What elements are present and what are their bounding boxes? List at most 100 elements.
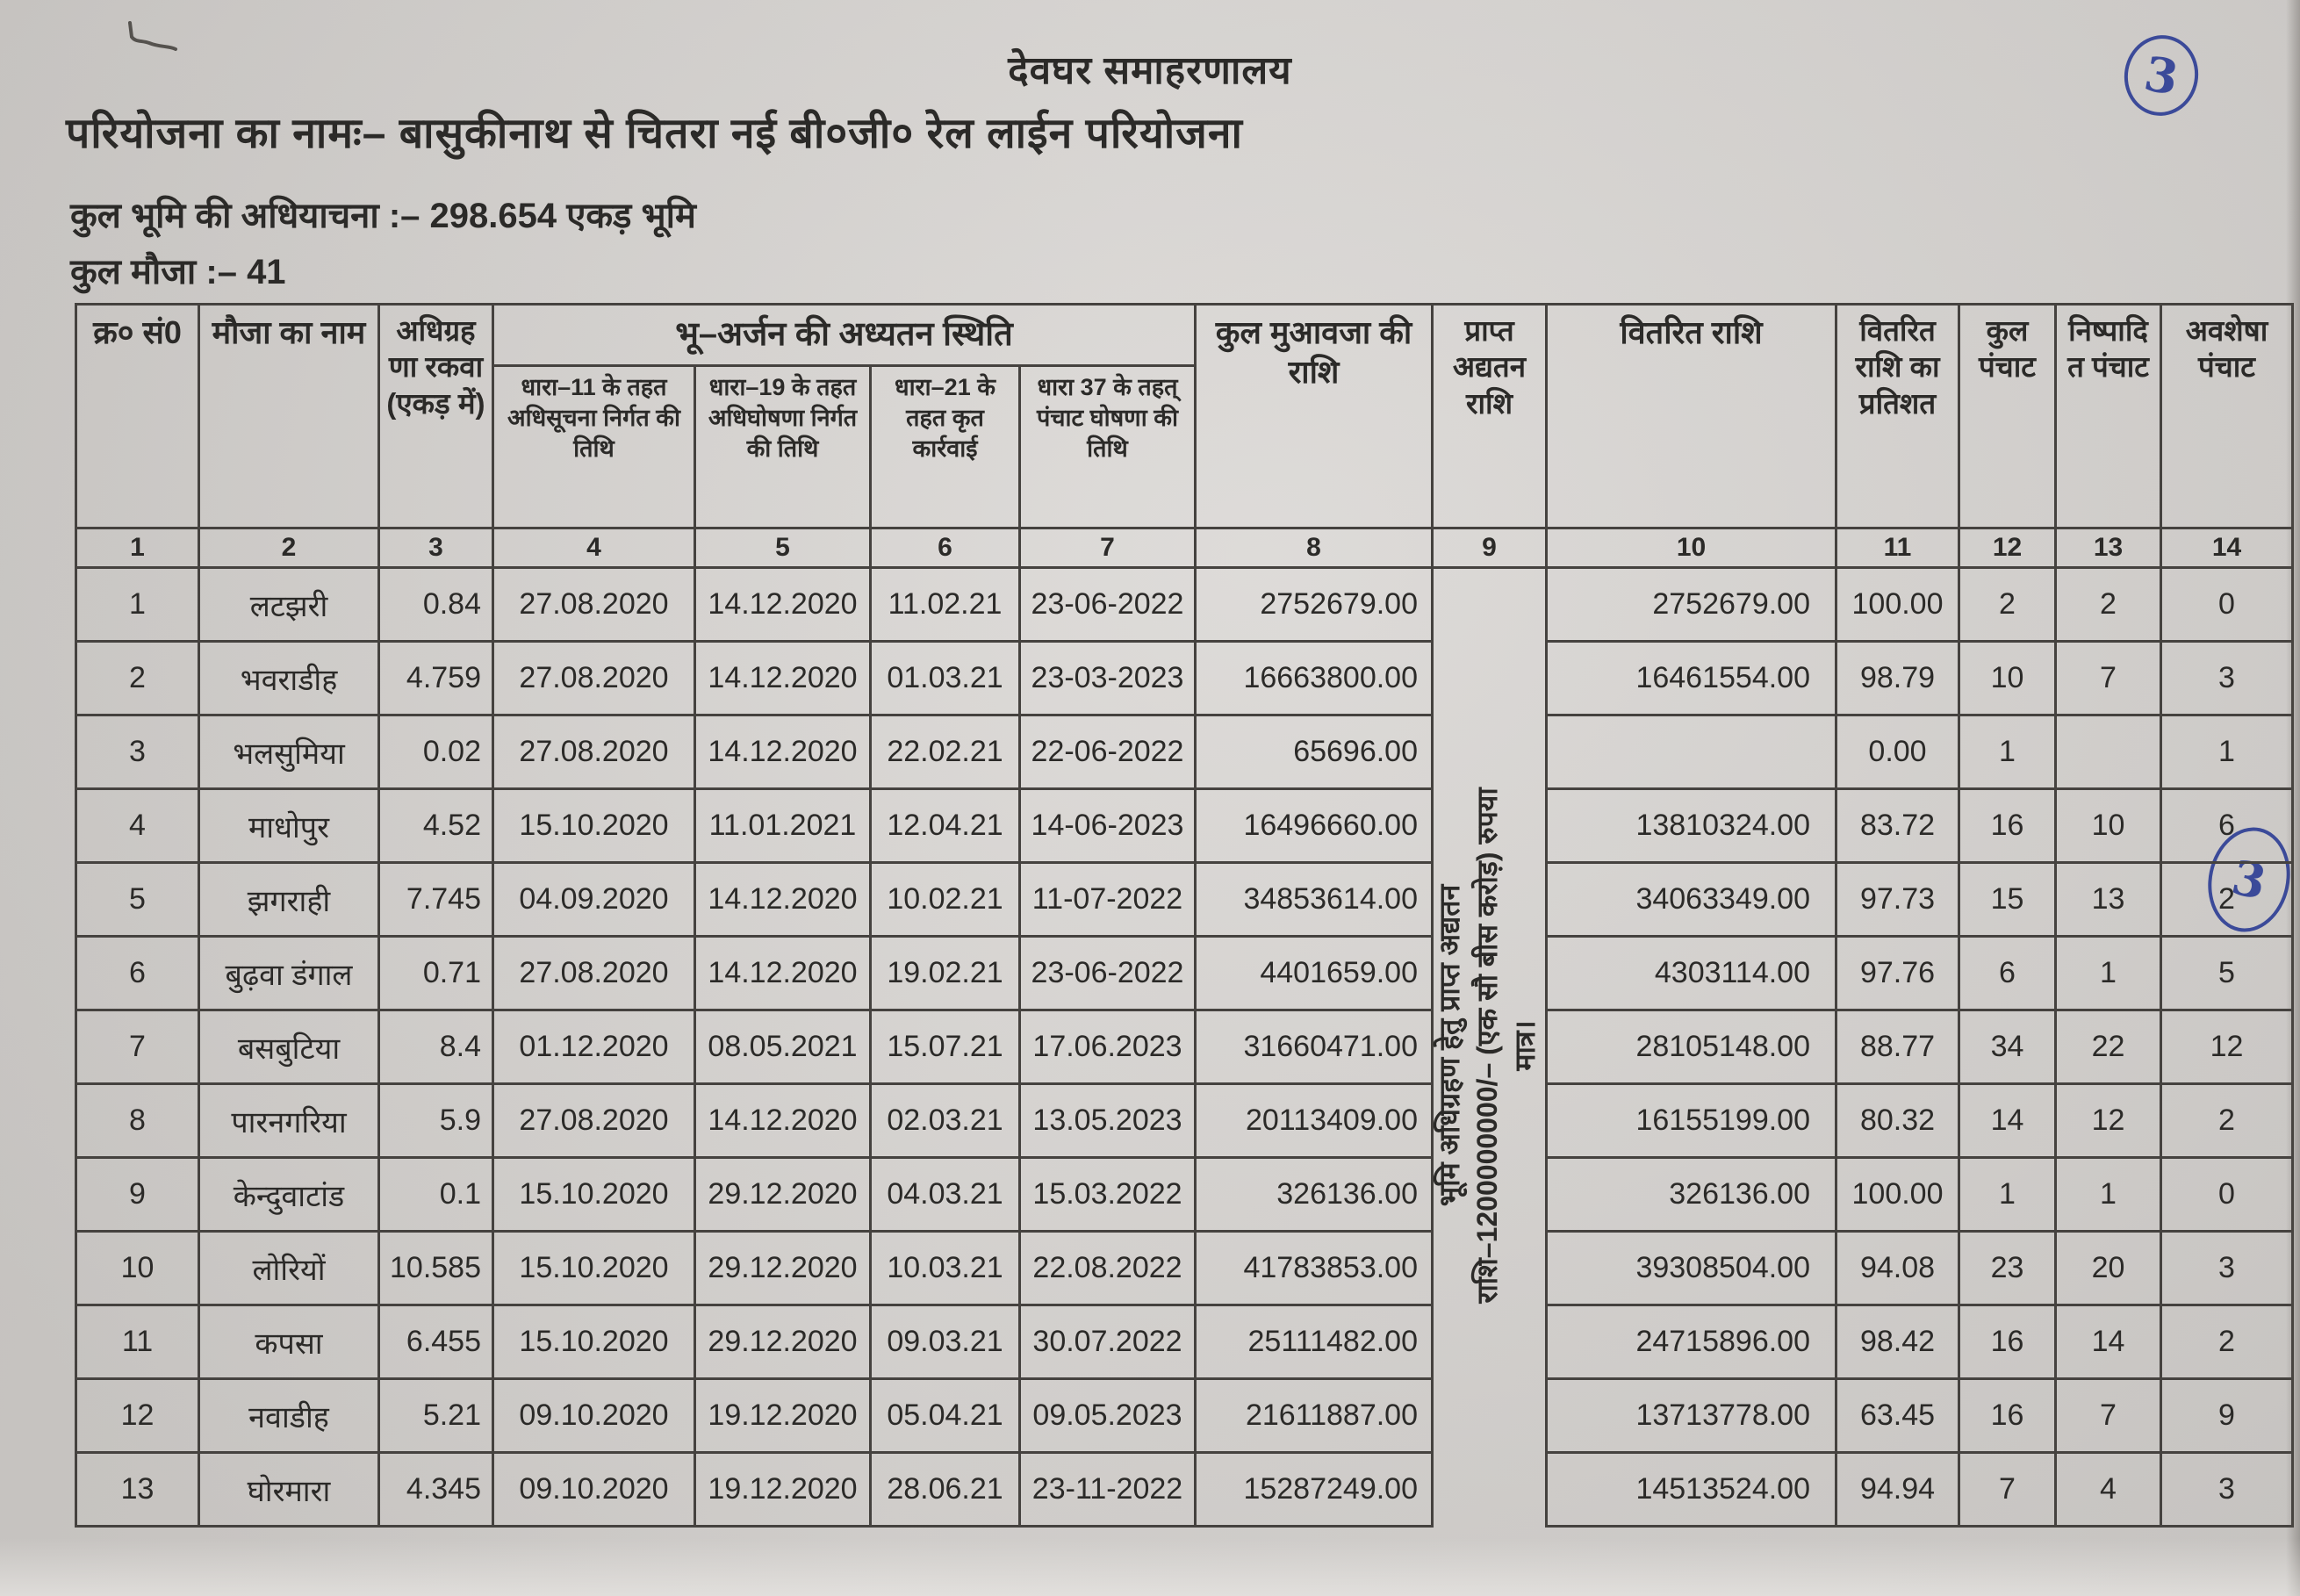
- cell-section11-date: 27.08.2020: [492, 640, 696, 716]
- cell-section11-date: 27.08.2020: [492, 566, 696, 643]
- cell-section21-action: 01.03.21: [869, 640, 1021, 716]
- page-title: देवघर समाहरणालय: [1008, 49, 1292, 92]
- cell-section37-date: 14-06-2023: [1018, 787, 1197, 864]
- table-row: 9 केन्दुवाटांड 0.1 15.10.2020 29.12.2020…: [75, 1156, 2294, 1233]
- table-row: 3 भलसुमिया 0.02 27.08.2020 14.12.2020 22…: [75, 714, 2294, 790]
- cell-section21-action: 22.02.21: [869, 714, 1021, 790]
- cell-mauza-name: पारनगरिया: [198, 1082, 380, 1159]
- table-row: 12 नवाडीह 5.21 09.10.2020 19.12.2020 05.…: [75, 1377, 2294, 1454]
- cell-serial: 4: [75, 787, 200, 864]
- cell-section19-date: 14.12.2020: [694, 566, 872, 643]
- cell-section37-date: 23-06-2022: [1018, 935, 1197, 1011]
- cell-serial: 8: [75, 1082, 200, 1159]
- cell-received-amount: [1431, 1305, 1548, 1379]
- cell-serial: 5: [75, 861, 200, 938]
- cell-distributed-amount: 2752679.00: [1545, 566, 1837, 643]
- cell-remaining-awards: 2: [2160, 861, 2294, 938]
- col-num-6: 6: [869, 527, 1021, 569]
- cell-section21-action: 10.02.21: [869, 861, 1021, 938]
- cell-total-awards: 16: [1958, 787, 2057, 864]
- cell-section21-action: 28.06.21: [869, 1451, 1021, 1528]
- cell-distributed-percent: 97.76: [1835, 935, 1960, 1011]
- cell-distributed-percent: 94.08: [1835, 1230, 1960, 1306]
- cell-received-amount: [1431, 1231, 1548, 1305]
- cell-received-amount: [1431, 1157, 1548, 1232]
- col-num-12: 12: [1958, 527, 2057, 569]
- cell-total-compensation: 21611887.00: [1194, 1377, 1434, 1454]
- cell-serial: 2: [75, 640, 200, 716]
- cell-distributed-percent: 100.00: [1835, 1156, 1960, 1233]
- header-section21: धारा–21 के तहत कृत कार्रवाई: [869, 364, 1021, 529]
- cell-mauza-name: भवराडीह: [198, 640, 380, 716]
- cell-total-compensation: 25111482.00: [1194, 1304, 1434, 1380]
- cell-total-compensation: 20113409.00: [1194, 1082, 1434, 1159]
- cell-section19-date: 14.12.2020: [694, 861, 872, 938]
- cell-section11-date: 09.10.2020: [492, 1451, 696, 1528]
- table-row: 5 झगराही 7.745 04.09.2020 14.12.2020 10.…: [75, 861, 2294, 938]
- cell-area: 5.21: [377, 1377, 494, 1454]
- cell-section21-action: 10.03.21: [869, 1230, 1021, 1306]
- paper-bottom-highlight: [0, 1538, 2300, 1596]
- table-row: 2 भवराडीह 4.759 27.08.2020 14.12.2020 01…: [75, 640, 2294, 716]
- header-executed-award: निष्पादित पंचाट: [2054, 303, 2162, 529]
- cell-distributed-amount: 326136.00: [1545, 1156, 1837, 1233]
- cell-section19-date: 14.12.2020: [694, 1082, 872, 1159]
- cell-area: 4.345: [377, 1451, 494, 1528]
- header-received: प्राप्त अद्यतन राशि: [1431, 303, 1548, 529]
- cell-distributed-amount: 16155199.00: [1545, 1082, 1837, 1159]
- table-row: 1 लटझरी 0.84 27.08.2020 14.12.2020 11.02…: [75, 566, 2294, 643]
- cell-total-compensation: 4401659.00: [1194, 935, 1434, 1011]
- cell-received-amount: [1431, 715, 1548, 789]
- cell-total-compensation: 16496660.00: [1194, 787, 1434, 864]
- cell-area: 0.1: [377, 1156, 494, 1233]
- cell-total-awards: 34: [1958, 1009, 2057, 1085]
- cell-section11-date: 15.10.2020: [492, 1230, 696, 1306]
- cell-remaining-awards: 9: [2160, 1377, 2294, 1454]
- cell-section37-date: 15.03.2022: [1018, 1156, 1197, 1233]
- header-status-group: भू–अर्जन की अध्यतन स्थिति: [492, 303, 1197, 367]
- cell-mauza-name: लटझरी: [198, 566, 380, 643]
- cell-serial: 9: [75, 1156, 200, 1233]
- land-acquisition-table-wrap: क्र० सं0 मौजा का नाम अधिग्रहणा रकवा (एकड…: [75, 303, 2294, 1528]
- cell-total-compensation: 41783853.00: [1194, 1230, 1434, 1306]
- col-num-2: 2: [198, 527, 380, 569]
- cell-total-awards: 6: [1958, 935, 2057, 1011]
- cell-remaining-awards: 2: [2160, 1304, 2294, 1380]
- cell-section37-date: 23-06-2022: [1018, 566, 1197, 643]
- col-num-4: 4: [492, 527, 696, 569]
- cell-received-amount: [1431, 936, 1548, 1010]
- cell-section19-date: 11.01.2021: [694, 787, 872, 864]
- cell-total-compensation: 15287249.00: [1194, 1451, 1434, 1528]
- cell-serial: 13: [75, 1451, 200, 1528]
- cell-distributed-amount: 39308504.00: [1545, 1230, 1837, 1306]
- cell-distributed-percent: 98.79: [1835, 640, 1960, 716]
- col-num-11: 11: [1835, 527, 1960, 569]
- cell-total-compensation: 16663800.00: [1194, 640, 1434, 716]
- cell-area: 7.745: [377, 861, 494, 938]
- table-row: 4 माधोपुर 4.52 15.10.2020 11.01.2021 12.…: [75, 787, 2294, 864]
- cell-area: 0.02: [377, 714, 494, 790]
- cell-section19-date: 08.05.2021: [694, 1009, 872, 1085]
- cell-area: 5.9: [377, 1082, 494, 1159]
- cell-serial: 3: [75, 714, 200, 790]
- cell-executed-awards: 22: [2054, 1009, 2162, 1085]
- table-row: 6 बुढ़वा डंगाल 0.71 27.08.2020 14.12.202…: [75, 935, 2294, 1011]
- cell-total-compensation: 65696.00: [1194, 714, 1434, 790]
- cell-total-compensation: 34853614.00: [1194, 861, 1434, 938]
- cell-executed-awards: 2: [2054, 566, 2162, 643]
- cell-section11-date: 27.08.2020: [492, 935, 696, 1011]
- header-section11: धारा–11 के तहत अधिसूचना निर्गत की तिथि: [492, 364, 696, 529]
- cell-mauza-name: बुढ़वा डंगाल: [198, 935, 380, 1011]
- cell-section37-date: 22-06-2022: [1018, 714, 1197, 790]
- cell-section21-action: 12.04.21: [869, 787, 1021, 864]
- cell-remaining-awards: 2: [2160, 1082, 2294, 1159]
- cell-remaining-awards: 0: [2160, 1156, 2294, 1233]
- cell-serial: 10: [75, 1230, 200, 1306]
- cell-executed-awards: 20: [2054, 1230, 2162, 1306]
- cell-section11-date: 15.10.2020: [492, 1156, 696, 1233]
- cell-section37-date: 23-03-2023: [1018, 640, 1197, 716]
- cell-mauza-name: झगराही: [198, 861, 380, 938]
- cell-section37-date: 11-07-2022: [1018, 861, 1197, 938]
- cell-total-awards: 10: [1958, 640, 2057, 716]
- cell-remaining-awards: 3: [2160, 640, 2294, 716]
